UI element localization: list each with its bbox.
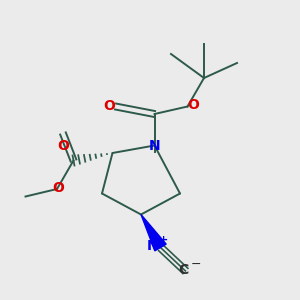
Text: +: +	[159, 235, 168, 245]
Text: C: C	[178, 263, 188, 277]
Text: N: N	[147, 239, 159, 253]
Text: N: N	[149, 139, 160, 152]
Text: O: O	[188, 98, 200, 112]
Text: O: O	[52, 181, 64, 194]
Text: O: O	[57, 140, 69, 154]
Text: O: O	[103, 100, 116, 113]
Text: −: −	[190, 258, 201, 272]
Polygon shape	[141, 214, 166, 251]
